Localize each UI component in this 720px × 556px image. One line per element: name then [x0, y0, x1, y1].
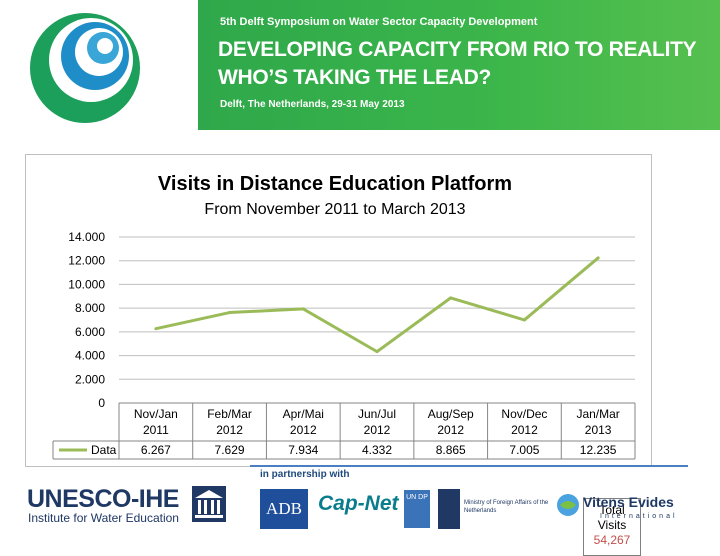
chart-subtitle: From November 2011 to March 2013	[204, 201, 465, 218]
x-tick-label: Jan/Mar	[576, 407, 619, 421]
x-tick-label: 2012	[437, 423, 464, 437]
y-tick-label: 14.000	[68, 230, 105, 244]
data-point	[154, 327, 158, 331]
symposium-title-line2: WHO’S TAKING THE LEAD?	[218, 66, 491, 89]
data-label: 7.005	[509, 443, 539, 457]
data-point	[228, 311, 232, 315]
y-tick-label: 4.000	[75, 349, 105, 363]
line-chart: Visits in Distance Education Platform Fr…	[52, 173, 636, 460]
adb-logo: ADB	[260, 489, 308, 529]
total-label: Total	[599, 503, 625, 517]
chart-frame: Visits in Distance Education Platform Fr…	[25, 154, 652, 556]
y-tick-label: 6.000	[75, 325, 105, 339]
y-tick-label: 12.000	[68, 254, 105, 268]
data-table: Nov/Jan 2011 6.267 Feb/Mar 2012 7.629 Apr/Mai 2…	[52, 402, 636, 460]
x-tick-label: 2011	[143, 423, 169, 437]
data-point	[596, 256, 600, 260]
header: 5th Delft Symposium on Water Sector Capa…	[0, 0, 720, 130]
data-point	[449, 296, 453, 300]
x-tick-label: Jun/Jul	[358, 407, 396, 421]
x-tick-label: 2012	[511, 423, 538, 437]
mofa-logo: Ministry of Foreign Affairs of the Nethe…	[438, 489, 550, 529]
unesco-ihe-subtitle: Institute for Water Education	[28, 511, 179, 525]
data-point	[375, 350, 379, 354]
x-tick-label: Aug/Sep	[428, 407, 474, 421]
vitens-international: International	[600, 513, 678, 520]
partners-divider	[250, 465, 688, 467]
symposium-subtitle: 5th Delft Symposium on Water Sector Capa…	[220, 16, 538, 28]
data-label: 6.267	[141, 443, 171, 457]
data-label: 7.934	[288, 443, 318, 457]
x-tick-label: 2013	[585, 423, 612, 437]
data-label: 12.235	[580, 443, 617, 457]
vitens-globe-icon	[557, 494, 579, 516]
y-tick-label: 2.000	[75, 372, 105, 386]
x-tick-label: 2012	[216, 423, 243, 437]
unesco-ihe-logo: UNESCO-IHE	[27, 485, 179, 513]
mofa-line1: Ministry of Foreign Affairs of the	[464, 500, 549, 506]
mofa-text: Ministry of Foreign Affairs of the Nethe…	[464, 499, 548, 515]
data-label: 4.332	[362, 443, 392, 457]
visits-label: Visits	[597, 518, 627, 532]
series-line	[155, 256, 600, 354]
symposium-title-line1: DEVELOPING CAPACITY FROM RIO TO REALITY	[218, 38, 697, 61]
series-layer	[154, 256, 600, 354]
x-tick-label: Nov/Dec	[501, 407, 547, 421]
partners-label: in partnership with	[260, 469, 350, 480]
dutch-emblem-icon	[438, 489, 460, 529]
data-label: 8.865	[436, 443, 466, 457]
chart-title: Visits in Distance Education Platform	[158, 173, 512, 195]
vitens-evides-logo: Vitens Evides	[583, 494, 674, 510]
x-tick-label: 2012	[364, 423, 391, 437]
x-tick-label: 2012	[290, 423, 317, 437]
data-point	[301, 307, 305, 311]
y-axis: 0 2.000 4.000 6.000 8.000 10.000 12.000 14.000	[68, 230, 105, 410]
undp-logo: UN DP	[404, 490, 430, 528]
y-tick-label: 0	[98, 396, 105, 410]
x-tick-label: Feb/Mar	[207, 407, 252, 421]
symposium-location: Delft, The Netherlands, 29-31 May 2013	[220, 99, 405, 110]
mofa-line2: Netherlands	[464, 508, 497, 514]
x-tick-label: Apr/Mai	[283, 407, 324, 421]
symposium-logo-icon	[30, 13, 140, 123]
legend-label: Data	[91, 443, 117, 457]
data-label: 7.629	[215, 443, 245, 457]
header-band: 5th Delft Symposium on Water Sector Capa…	[198, 0, 720, 130]
capnet-logo: Cap-Net	[318, 492, 399, 515]
unesco-temple-icon	[192, 486, 226, 522]
x-tick-label: Nov/Jan	[134, 407, 178, 421]
partners-footer: in partnership with UNESCO-IHE Institute…	[0, 465, 720, 540]
y-tick-label: 10.000	[68, 277, 105, 291]
data-point	[522, 318, 526, 322]
y-tick-label: 8.000	[75, 301, 105, 315]
